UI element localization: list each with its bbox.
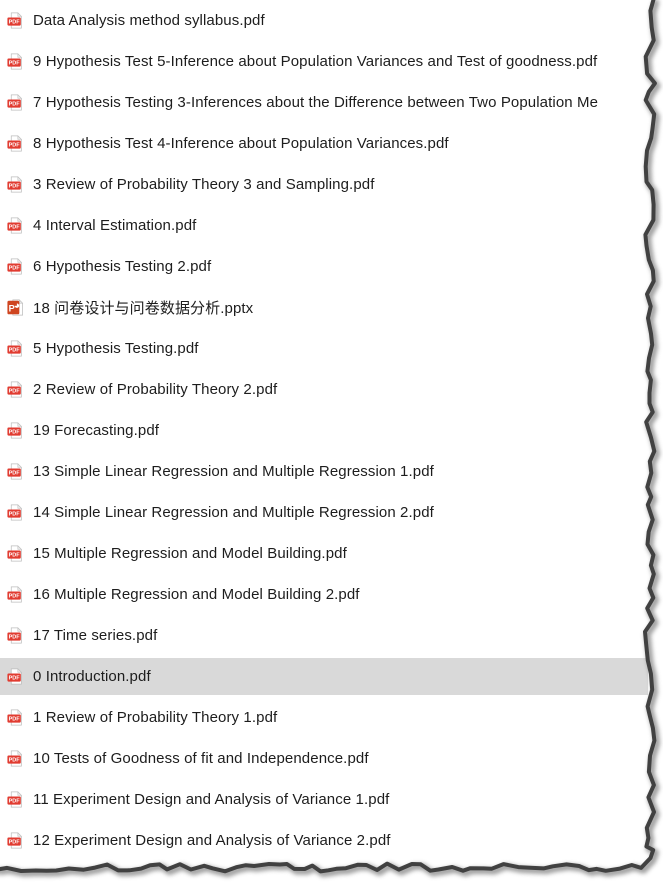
file-name: 14 Simple Linear Regression and Multiple… <box>33 504 434 521</box>
file-row[interactable]: PDF 19 Forecasting.pdf <box>0 410 648 451</box>
file-name: 1 Review of Probability Theory 1.pdf <box>33 709 278 726</box>
file-name: 10 Tests of Goodness of fit and Independ… <box>33 750 369 767</box>
file-row[interactable]: PDF 2 Review of Probability Theory 2.pdf <box>0 369 648 410</box>
file-row[interactable]: P 18 问卷设计与问卷数据分析.pptx <box>0 287 648 328</box>
file-name: 2 Review of Probability Theory 2.pdf <box>33 381 278 398</box>
file-row[interactable]: PDF 10 Tests of Goodness of fit and Inde… <box>0 738 648 779</box>
file-row[interactable]: PDF 0 Introduction.pdf <box>0 656 648 697</box>
pdf-file-icon: PDF <box>7 176 24 193</box>
pdf-badge-text: PDF <box>9 471 21 477</box>
pdf-badge-text: PDF <box>9 840 21 846</box>
pdf-file-icon: PDF <box>7 217 24 234</box>
file-name: 8 Hypothesis Test 4-Inference about Popu… <box>33 135 449 152</box>
pdf-badge-text: PDF <box>9 102 21 108</box>
pdf-file-icon: PDF <box>7 258 24 275</box>
pdf-file-icon: PDF <box>7 791 24 808</box>
file-name: 4 Interval Estimation.pdf <box>33 217 197 234</box>
file-name: 19 Forecasting.pdf <box>33 422 160 439</box>
file-row[interactable]: PDF 14 Simple Linear Regression and Mult… <box>0 492 648 533</box>
file-name: 5 Hypothesis Testing.pdf <box>33 340 199 357</box>
file-row[interactable]: PDF 5 Hypothesis Testing.pdf <box>0 328 648 369</box>
pdf-badge-text: PDF <box>9 61 21 67</box>
pdf-badge-text: PDF <box>9 143 21 149</box>
pdf-file-icon: PDF <box>7 750 24 767</box>
file-row[interactable]: PDF 13 Simple Linear Regression and Mult… <box>0 451 648 492</box>
file-name: 15 Multiple Regression and Model Buildin… <box>33 545 347 562</box>
pdf-badge-text: PDF <box>9 20 21 26</box>
file-row[interactable]: PDF 11 Experiment Design and Analysis of… <box>0 779 648 820</box>
file-name: 16 Multiple Regression and Model Buildin… <box>33 586 360 603</box>
file-row[interactable]: PDF 7 Hypothesis Testing 3-Inferences ab… <box>0 82 648 123</box>
pdf-file-icon: PDF <box>7 340 24 357</box>
file-row[interactable]: PDF 6 Hypothesis Testing 2.pdf <box>0 246 648 287</box>
pdf-badge-text: PDF <box>9 594 21 600</box>
pdf-file-icon: PDF <box>7 12 24 29</box>
pdf-file-icon: PDF <box>7 545 24 562</box>
pdf-file-icon: PDF <box>7 668 24 685</box>
file-row[interactable]: PDF 8 Hypothesis Test 4-Inference about … <box>0 123 648 164</box>
pdf-badge-text: PDF <box>9 676 21 682</box>
file-name: 11 Experiment Design and Analysis of Var… <box>33 791 390 808</box>
pdf-file-icon: PDF <box>7 586 24 603</box>
pdf-badge-text: PDF <box>9 758 21 764</box>
pdf-badge-text: PDF <box>9 512 21 518</box>
pdf-file-icon: PDF <box>7 53 24 70</box>
file-row[interactable]: PDF 17 Time series.pdf <box>0 615 648 656</box>
pdf-file-icon: PDF <box>7 422 24 439</box>
pdf-badge-text: PDF <box>9 430 21 436</box>
pdf-file-icon: PDF <box>7 94 24 111</box>
file-list: PDF Data Analysis method syllabus.pdf PD… <box>0 0 648 861</box>
pdf-badge-text: PDF <box>9 225 21 231</box>
file-name: 6 Hypothesis Testing 2.pdf <box>33 258 212 275</box>
file-name: 7 Hypothesis Testing 3-Inferences about … <box>33 94 599 111</box>
file-row[interactable]: PDF 3 Review of Probability Theory 3 and… <box>0 164 648 205</box>
pdf-file-icon: PDF <box>7 832 24 849</box>
pptx-file-icon: P <box>7 299 24 316</box>
file-row[interactable]: PDF 15 Multiple Regression and Model Bui… <box>0 533 648 574</box>
pdf-badge-text: PDF <box>9 184 21 190</box>
pdf-badge-text: PDF <box>9 717 21 723</box>
file-row[interactable]: PDF 1 Review of Probability Theory 1.pdf <box>0 697 648 738</box>
file-row[interactable]: PDF 16 Multiple Regression and Model Bui… <box>0 574 648 615</box>
pdf-badge-text: PDF <box>9 635 21 641</box>
file-row[interactable]: PDF Data Analysis method syllabus.pdf <box>0 0 648 41</box>
pdf-badge-text: PDF <box>9 799 21 805</box>
pdf-file-icon: PDF <box>7 135 24 152</box>
pdf-file-icon: PDF <box>7 709 24 726</box>
file-name: 13 Simple Linear Regression and Multiple… <box>33 463 434 480</box>
file-name: 0 Introduction.pdf <box>33 668 151 685</box>
file-row[interactable]: PDF 12 Experiment Design and Analysis of… <box>0 820 648 861</box>
pdf-badge-text: PDF <box>9 553 21 559</box>
file-name: Data Analysis method syllabus.pdf <box>33 12 265 29</box>
ppt-badge-text: P <box>9 303 15 313</box>
pdf-file-icon: PDF <box>7 627 24 644</box>
pdf-file-icon: PDF <box>7 463 24 480</box>
pdf-badge-text: PDF <box>9 266 21 272</box>
file-row[interactable]: PDF 4 Interval Estimation.pdf <box>0 205 648 246</box>
pdf-badge-text: PDF <box>9 348 21 354</box>
file-name: 3 Review of Probability Theory 3 and Sam… <box>33 176 375 193</box>
file-name: 17 Time series.pdf <box>33 627 158 644</box>
pdf-badge-text: PDF <box>9 389 21 395</box>
file-row[interactable]: PDF 9 Hypothesis Test 5-Inference about … <box>0 41 648 82</box>
file-name: 12 Experiment Design and Analysis of Var… <box>33 832 391 849</box>
file-name: 18 问卷设计与问卷数据分析.pptx <box>33 300 254 317</box>
pdf-file-icon: PDF <box>7 504 24 521</box>
file-name: 9 Hypothesis Test 5-Inference about Popu… <box>33 53 598 70</box>
pdf-file-icon: PDF <box>7 381 24 398</box>
